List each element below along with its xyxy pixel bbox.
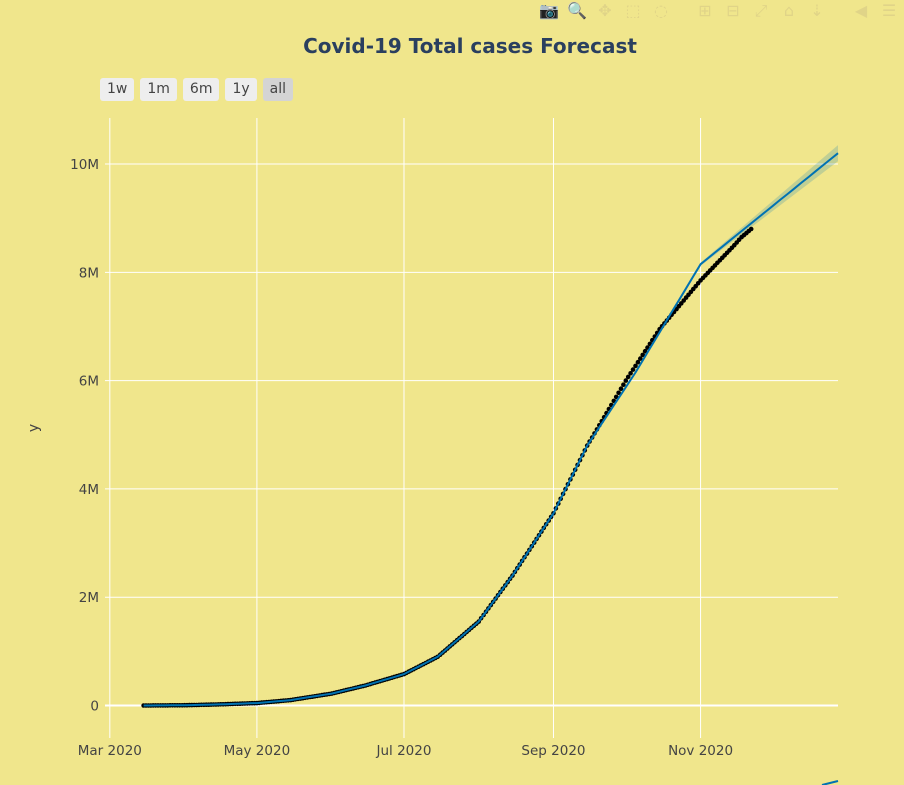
range-button-6m[interactable]: 6m xyxy=(182,78,220,101)
observed-point xyxy=(628,371,633,376)
lasso-icon[interactable]: ◌ xyxy=(654,1,668,20)
range-button-all[interactable]: all xyxy=(262,78,294,101)
observed-point xyxy=(625,374,631,380)
observed-point xyxy=(616,390,621,396)
x-tick-label: Nov 2020 xyxy=(668,743,733,759)
chart-title: Covid-19 Total cases Forecast xyxy=(303,34,637,58)
plot-modebar: 📷 🔍 ✥ ⬚ ◌ ⊞ ⊟ ⤢ ⌂ ⇣ ◀ ☰ xyxy=(538,0,904,22)
zoom-in-icon[interactable]: ⊞ xyxy=(698,1,712,20)
x-tick-label: Sep 2020 xyxy=(521,743,585,759)
observed-point xyxy=(613,394,619,400)
y-axis-title: y xyxy=(26,424,42,432)
observed-series xyxy=(141,226,754,708)
x-tick-label: May 2020 xyxy=(224,743,291,759)
box-select-icon[interactable]: ⬚ xyxy=(625,1,641,20)
forecast-line[interactable] xyxy=(143,152,839,707)
axes: Mar 2020 May 2020 Jul 2020 Sep 2020 Nov 2020… xyxy=(70,157,733,759)
range-button-1w[interactable]: 1w xyxy=(100,78,135,101)
x-tick-label: Jul 2020 xyxy=(376,743,432,759)
autoscale-icon[interactable]: ⤢ xyxy=(754,1,768,20)
observed-point xyxy=(642,348,648,354)
reset-axes-icon[interactable]: ⌂ xyxy=(783,1,795,20)
observed-point xyxy=(748,226,754,232)
y-tick-label: 8M xyxy=(79,265,99,281)
y-tick-label: 0 xyxy=(90,699,99,715)
pan-icon[interactable]: ✥ xyxy=(598,1,612,20)
hover-compare-icon[interactable]: ☰ xyxy=(881,1,897,20)
range-button-1y[interactable]: 1y xyxy=(225,78,257,101)
uncertainty-band xyxy=(635,145,838,374)
range-slider-preview-line xyxy=(821,780,839,785)
zoom-icon[interactable]: 🔍 xyxy=(567,1,587,20)
forecast-series xyxy=(143,152,839,785)
y-tick-label: 10M xyxy=(70,157,99,173)
observed-point xyxy=(635,359,641,365)
x-tick-label: Mar 2020 xyxy=(78,743,142,759)
range-button-1m[interactable]: 1m xyxy=(140,78,177,101)
spike-lines-icon[interactable]: ⇣ xyxy=(810,1,824,20)
y-tick-label: 4M xyxy=(79,482,99,498)
observed-point xyxy=(640,352,645,358)
observed-point xyxy=(638,356,643,361)
observed-point xyxy=(630,367,636,372)
zoom-out-icon[interactable]: ⊟ xyxy=(726,1,740,20)
observed-point xyxy=(618,386,624,392)
camera-icon[interactable]: 📷 xyxy=(539,1,559,20)
gridlines xyxy=(105,118,838,738)
hover-closest-icon[interactable]: ◀ xyxy=(854,1,868,20)
y-tick-label: 2M xyxy=(79,590,99,606)
uncertainty-band-area xyxy=(635,145,838,374)
observed-point xyxy=(621,382,626,388)
observed-point xyxy=(623,378,629,383)
range-selector: 1w 1m 6m 1y all xyxy=(100,78,294,101)
y-tick-label: 6M xyxy=(79,374,99,390)
observed-point xyxy=(633,363,638,369)
